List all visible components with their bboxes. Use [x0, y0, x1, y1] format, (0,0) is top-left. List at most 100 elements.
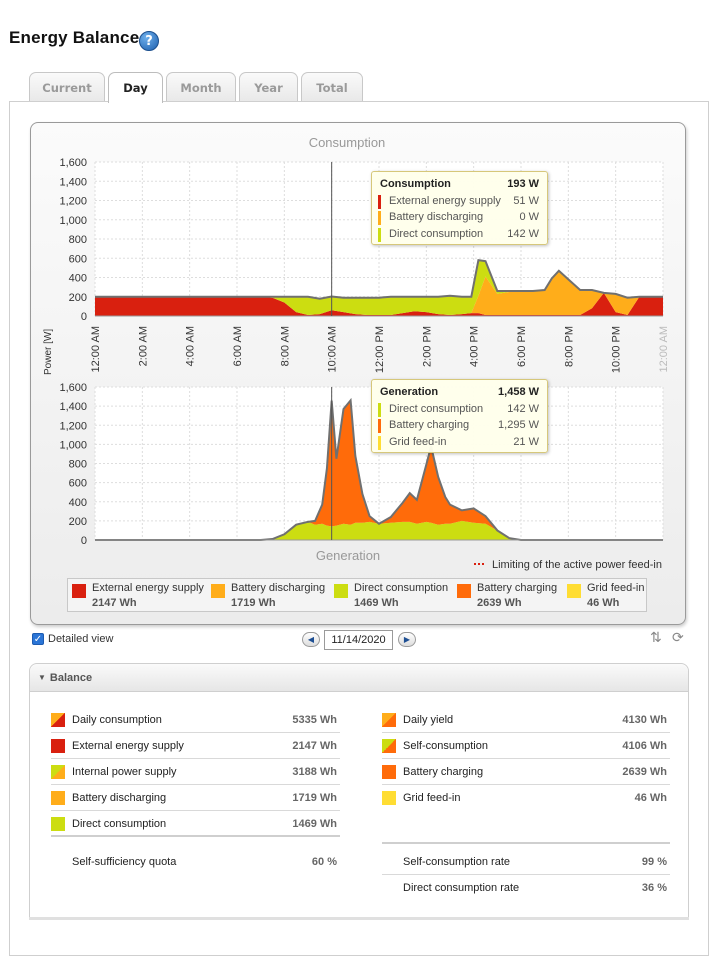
x-tick-label: 6:00 AM [232, 326, 244, 366]
balance-row-self-consumption: Self-consumption 4106 Wh [382, 733, 670, 759]
detailed-view-checkbox[interactable]: ✓ [32, 633, 44, 645]
y-tick-label: 1,000 [59, 215, 87, 227]
y-tick-label: 400 [69, 273, 87, 285]
tooltip-color-bar [378, 403, 381, 417]
balance-row-daily-consumption: Daily consumption 5335 Wh [51, 707, 340, 733]
swatch-battery-charging [382, 765, 396, 779]
balance-value: 1469 Wh [292, 818, 337, 830]
tooltip-row: Battery discharging 0 W [378, 210, 539, 226]
tab-total[interactable]: Total [301, 72, 363, 102]
refresh-icon[interactable]: ⟳ [672, 630, 684, 646]
tooltip-consumption: Consumption 193 W External energy supply… [371, 171, 548, 245]
x-tick-label: 2:00 PM [421, 326, 433, 367]
tooltip-label: Direct consumption [389, 228, 484, 240]
legend-value: 46 Wh [587, 597, 620, 609]
y-tick-label: 1,400 [59, 176, 87, 188]
balance-value: 4130 Wh [622, 714, 667, 726]
tooltip-value: 0 W [519, 211, 539, 223]
x-tick-label: 8:00 AM [279, 326, 291, 366]
chevron-right-icon: ▶ [403, 635, 411, 644]
tooltip-title: Consumption [380, 178, 451, 190]
y-tick-label: 0 [81, 311, 87, 323]
tooltip-value: 21 W [513, 436, 539, 448]
legend-label: Battery charging [477, 582, 558, 594]
balance-row-self-consumption-rate: Self-consumption rate 99 % [382, 849, 670, 875]
legend-value: 2147 Wh [92, 597, 137, 609]
legend-value: 1469 Wh [354, 597, 399, 609]
balance-row-direct-consumption: Direct consumption 1469 Wh [51, 811, 340, 837]
tab-current[interactable]: Current [29, 72, 105, 102]
balance-row-battery-discharging: Battery discharging 1719 Wh [51, 785, 340, 811]
balance-value: 3188 Wh [292, 766, 337, 778]
legend-swatch [567, 584, 581, 598]
tooltip-value: 142 W [507, 403, 539, 415]
sort-icon[interactable]: ⇅ [650, 630, 662, 646]
x-tick-label: 10:00 AM [327, 326, 339, 372]
next-day-button[interactable]: ▶ [398, 632, 416, 647]
balance-value: 1719 Wh [292, 792, 337, 804]
help-icon[interactable]: ? [139, 31, 159, 51]
y-tick-label: 1,200 [59, 420, 87, 432]
legend-label: Grid feed-in [587, 582, 645, 594]
page-title: Energy Balance [9, 28, 140, 47]
y-tick-label: 1,000 [59, 439, 87, 451]
balance-value: 2639 Wh [622, 766, 667, 778]
balance-row-external-supply: External energy supply 2147 Wh [51, 733, 340, 759]
y-tick-label: 0 [81, 535, 87, 547]
y-tick-label: 600 [69, 478, 87, 490]
area-external-energy-supply [95, 292, 663, 316]
chart-title-consumption: Consumption [309, 135, 386, 150]
balance-label: Daily yield [403, 714, 454, 726]
balance-value: 5335 Wh [292, 714, 337, 726]
y-tick-label: 800 [69, 459, 87, 471]
tab-day[interactable]: Day [108, 72, 163, 103]
y-tick-label: 400 [69, 497, 87, 509]
balance-title: Balance [49, 671, 93, 684]
swatch-direct-consumption [51, 817, 65, 831]
balance-label: External energy supply [72, 740, 184, 752]
tooltip-value: 51 W [513, 195, 539, 207]
y-tick-label: 200 [69, 516, 87, 528]
tooltip-row: Battery charging 1,295 W [378, 418, 539, 434]
balance-header[interactable]: ▼ Balance [30, 664, 688, 692]
balance-row-grid-feed-in: Grid feed-in 46 Wh [382, 785, 670, 811]
swatch-self-consumption [382, 739, 396, 753]
legend-swatch [211, 584, 225, 598]
legend-label: Battery discharging [231, 582, 326, 594]
swatch-battery-discharging [51, 791, 65, 805]
tooltip-color-bar [378, 211, 381, 225]
legend-label: External energy supply [92, 582, 204, 594]
swatch-daily-consumption [51, 713, 65, 727]
x-tick-label: 4:00 PM [469, 326, 481, 367]
swatch-daily-yield [382, 713, 396, 727]
tooltip-total: 193 W [507, 178, 539, 190]
tooltip-row: Grid feed-in 21 W [378, 435, 539, 451]
balance-value: 46 Wh [634, 792, 667, 804]
tooltip-row: Direct consumption 142 W [378, 402, 539, 418]
prev-day-button[interactable]: ◀ [302, 632, 320, 647]
tooltip-color-bar [378, 436, 381, 450]
detailed-view-toggle[interactable]: ✓ Detailed view [32, 633, 113, 645]
y-tick-label: 1,600 [59, 157, 87, 169]
tab-month[interactable]: Month [166, 72, 236, 102]
tooltip-label: External energy supply [389, 195, 501, 207]
chart-title-generation: Generation [316, 548, 380, 563]
balance-label: Direct consumption [72, 818, 167, 830]
x-tick-label: 12:00 AM [90, 326, 102, 372]
balance-row-battery-charging: Battery charging 2639 Wh [382, 759, 670, 785]
balance-label: Grid feed-in [403, 792, 461, 804]
tab-year[interactable]: Year [239, 72, 298, 102]
balance-label: Self-consumption [403, 740, 488, 752]
x-tick-label: 6:00 PM [516, 326, 528, 367]
y-tick-label: 1,600 [59, 382, 87, 394]
balance-label: Internal power supply [72, 766, 177, 778]
date-field[interactable]: 11/14/2020 [324, 630, 393, 650]
y-tick-label: 1,400 [59, 401, 87, 413]
balance-row-internal-supply: Internal power supply 3188 Wh [51, 759, 340, 785]
swatch-grid-feed-in [382, 791, 396, 805]
balance-row-direct-consumption-rate: Direct consumption rate 36 % [382, 875, 670, 901]
balance-value: 2147 Wh [292, 740, 337, 752]
chart-legend: External energy supply 2147 Wh Battery d… [67, 578, 647, 612]
divider [382, 842, 670, 844]
legend-swatch [72, 584, 86, 598]
